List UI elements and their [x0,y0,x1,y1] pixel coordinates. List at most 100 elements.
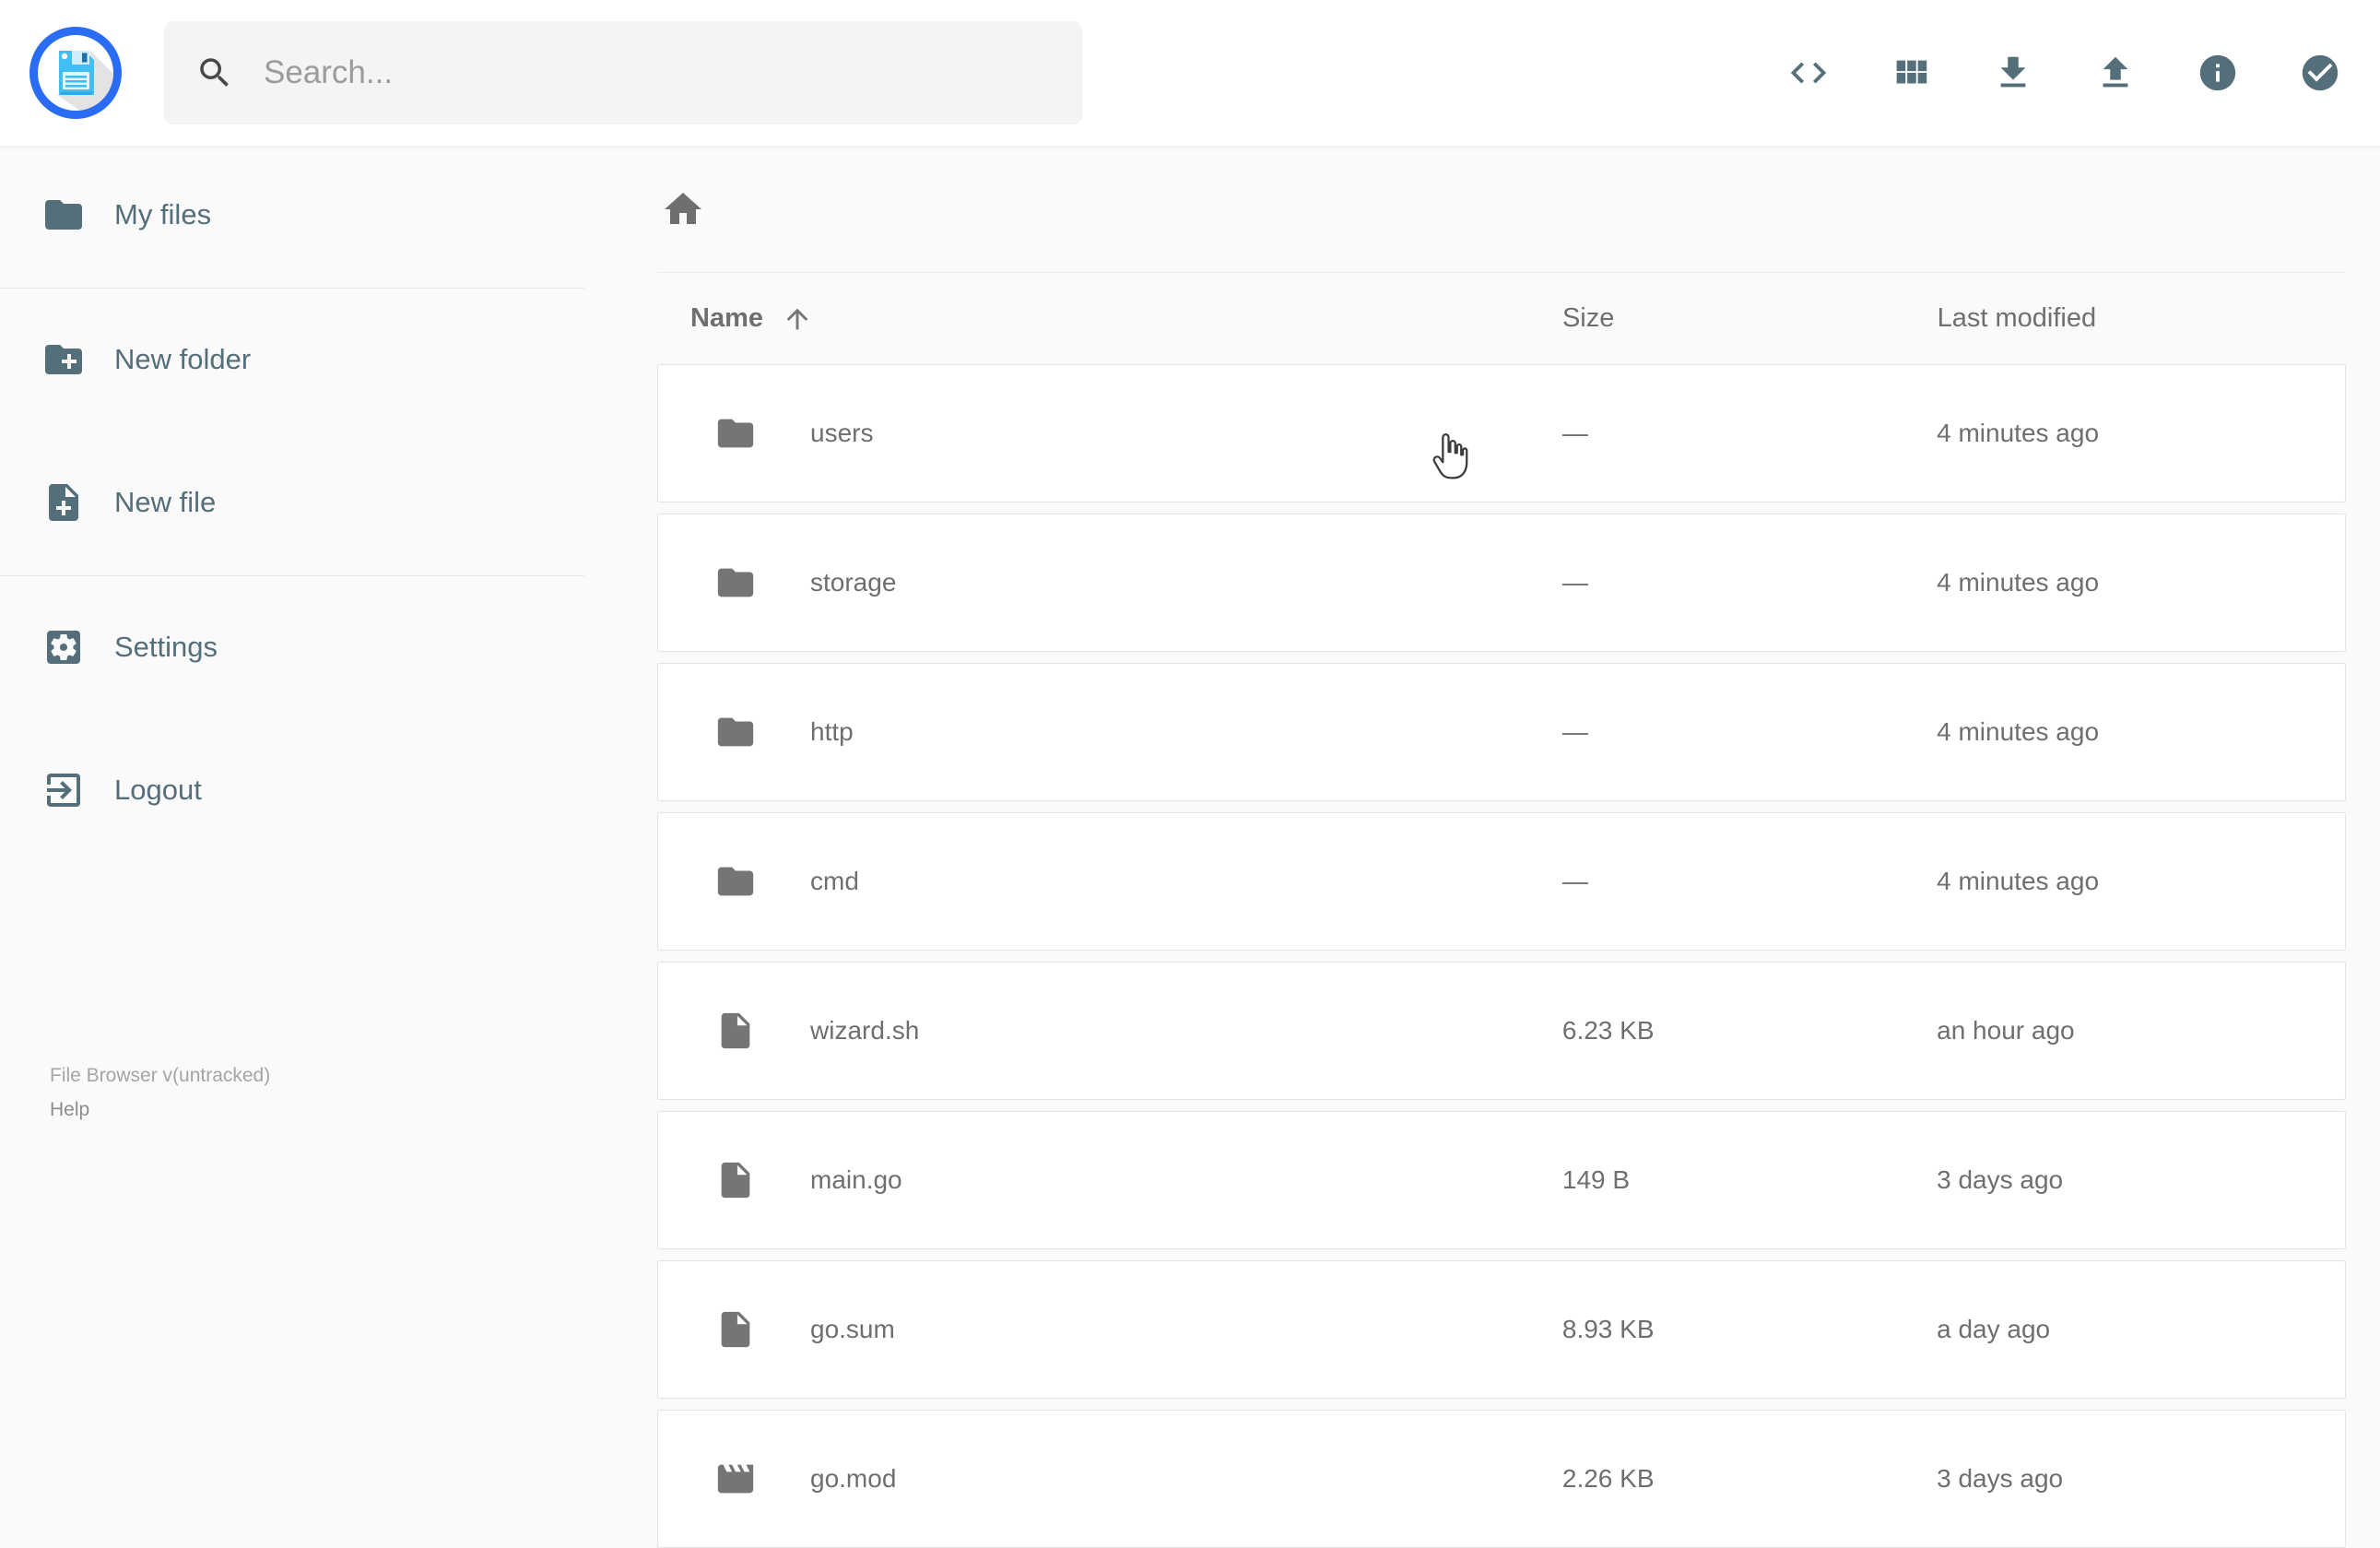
file-row[interactable]: go.mod 2.26 KB 3 days ago [657,1410,2346,1548]
file-name-cell: http [658,711,1562,753]
file-size: — [1561,867,1588,895]
select-multiple-button[interactable] [2299,52,2341,94]
file-size: — [1561,717,1588,746]
sidebar-item-logout[interactable]: Logout [0,748,584,833]
file-name-cell: wizard.sh [658,1010,1562,1052]
file-modified: 4 minutes ago [1937,717,2100,746]
folder-icon [714,711,757,753]
folder-icon [714,561,757,604]
sidebar-item-label: New file [114,486,217,518]
sidebar-item-label: New folder [114,343,252,375]
code-button[interactable] [1787,52,1830,94]
download-icon [1992,52,2034,94]
new-folder-icon [41,337,86,382]
home-button[interactable] [661,187,705,231]
file-name-cell: go.sum [658,1308,1562,1351]
sidebar-item-label: Settings [114,631,218,663]
file-modified: 3 days ago [1937,1165,2064,1194]
file-name-cell: storage [658,561,1562,604]
file-row[interactable]: cmd — 4 minutes ago [657,812,2346,951]
file-size: — [1561,568,1588,597]
help-link[interactable]: Help [50,1099,90,1120]
search-icon [195,53,234,92]
file-row[interactable]: storage — 4 minutes ago [657,514,2346,652]
file-row[interactable]: main.go 149 B 3 days ago [657,1111,2346,1249]
floppy-disk-logo-icon [29,27,122,119]
info-button[interactable] [2197,52,2239,94]
search-input[interactable] [264,54,1051,91]
file-name-cell: go.mod [658,1458,1562,1500]
column-header-modified[interactable]: Last modified [1937,303,2097,333]
file-modified: 4 minutes ago [1937,867,2100,895]
code-icon [1787,52,1830,94]
folder-icon [714,412,757,455]
search-bar[interactable] [164,21,1082,124]
file-name: wizard.sh [810,1016,920,1045]
file-modified: an hour ago [1937,1016,2075,1045]
settings-icon [41,625,86,669]
file-row[interactable]: go.sum 8.93 KB a day ago [657,1260,2346,1399]
folder-icon [41,193,86,237]
file-size: — [1561,419,1588,447]
list-header: Name Size Last modified [657,273,2346,364]
file-modified: 3 days ago [1937,1464,2064,1493]
file-name-cell: cmd [658,860,1562,903]
sidebar-item-new-file[interactable]: New file [0,460,584,545]
file-name: storage [810,568,897,597]
sidebar-item-settings[interactable]: Settings [0,605,584,690]
filebrowser-logo[interactable] [29,27,122,119]
download-button[interactable] [1992,52,2034,94]
sidebar-item-new-folder[interactable]: New folder [0,317,584,402]
file-size: 6.23 KB [1561,1016,1655,1045]
top-bar [0,0,2380,146]
file-name: go.sum [810,1315,895,1343]
column-header-name[interactable]: Name [657,303,1562,335]
breadcrumb [657,146,2346,273]
file-size: 2.26 KB [1561,1464,1655,1493]
file-name: http [810,717,854,746]
file-rows: users — 4 minutes ago storage — 4 minutes ago… [657,364,2346,1548]
file-icon [714,1159,757,1201]
logout-icon [41,768,86,812]
grid-view-button[interactable] [1890,52,1932,94]
file-size: 8.93 KB [1561,1315,1655,1343]
file-icon [714,1010,757,1052]
file-name-cell: users [658,412,1562,455]
file-size: 149 B [1561,1165,1631,1194]
movie-icon [714,1458,757,1500]
sort-ascending-icon[interactable] [782,303,813,335]
file-modified: a day ago [1937,1315,2051,1343]
folder-icon [714,860,757,903]
upload-icon [2094,52,2137,94]
toolbar-actions [1787,52,2380,94]
upload-button[interactable] [2094,52,2137,94]
sidebar-item-my-files[interactable]: My files [0,172,584,257]
file-row[interactable]: users — 4 minutes ago [657,364,2346,502]
sidebar-item-label: My files [114,198,212,230]
file-row[interactable]: http — 4 minutes ago [657,663,2346,801]
grid-view-icon [1890,52,1932,94]
file-name: go.mod [810,1464,897,1493]
movie-icon [714,1458,757,1500]
sidebar-divider [0,288,584,289]
folder-icon [714,561,757,604]
sidebar-divider [0,575,584,576]
file-listing: Name Size Last modified users — 4 minutes … [584,146,2380,1548]
select-multiple-icon [2299,52,2341,94]
sidebar: My files New folder New file Settings Logout… [0,146,584,1530]
version-text: File Browser v(untracked) [50,1065,271,1086]
file-name: cmd [810,867,859,895]
file-modified: 4 minutes ago [1937,419,2100,447]
sidebar-footer: File Browser v(untracked) Help [50,1058,270,1127]
file-name-cell: main.go [658,1159,1562,1201]
file-modified: 4 minutes ago [1937,568,2100,597]
file-row[interactable]: wizard.sh 6.23 KB an hour ago [657,962,2346,1100]
column-header-size[interactable]: Size [1561,303,1615,333]
home-icon [661,187,705,231]
file-icon [714,1010,757,1052]
sidebar-item-label: Logout [114,774,202,806]
folder-icon [714,860,757,903]
folder-icon [714,711,757,753]
sidebar-items: My files New folder New file Settings Logout [0,146,584,833]
file-icon [714,1308,757,1351]
